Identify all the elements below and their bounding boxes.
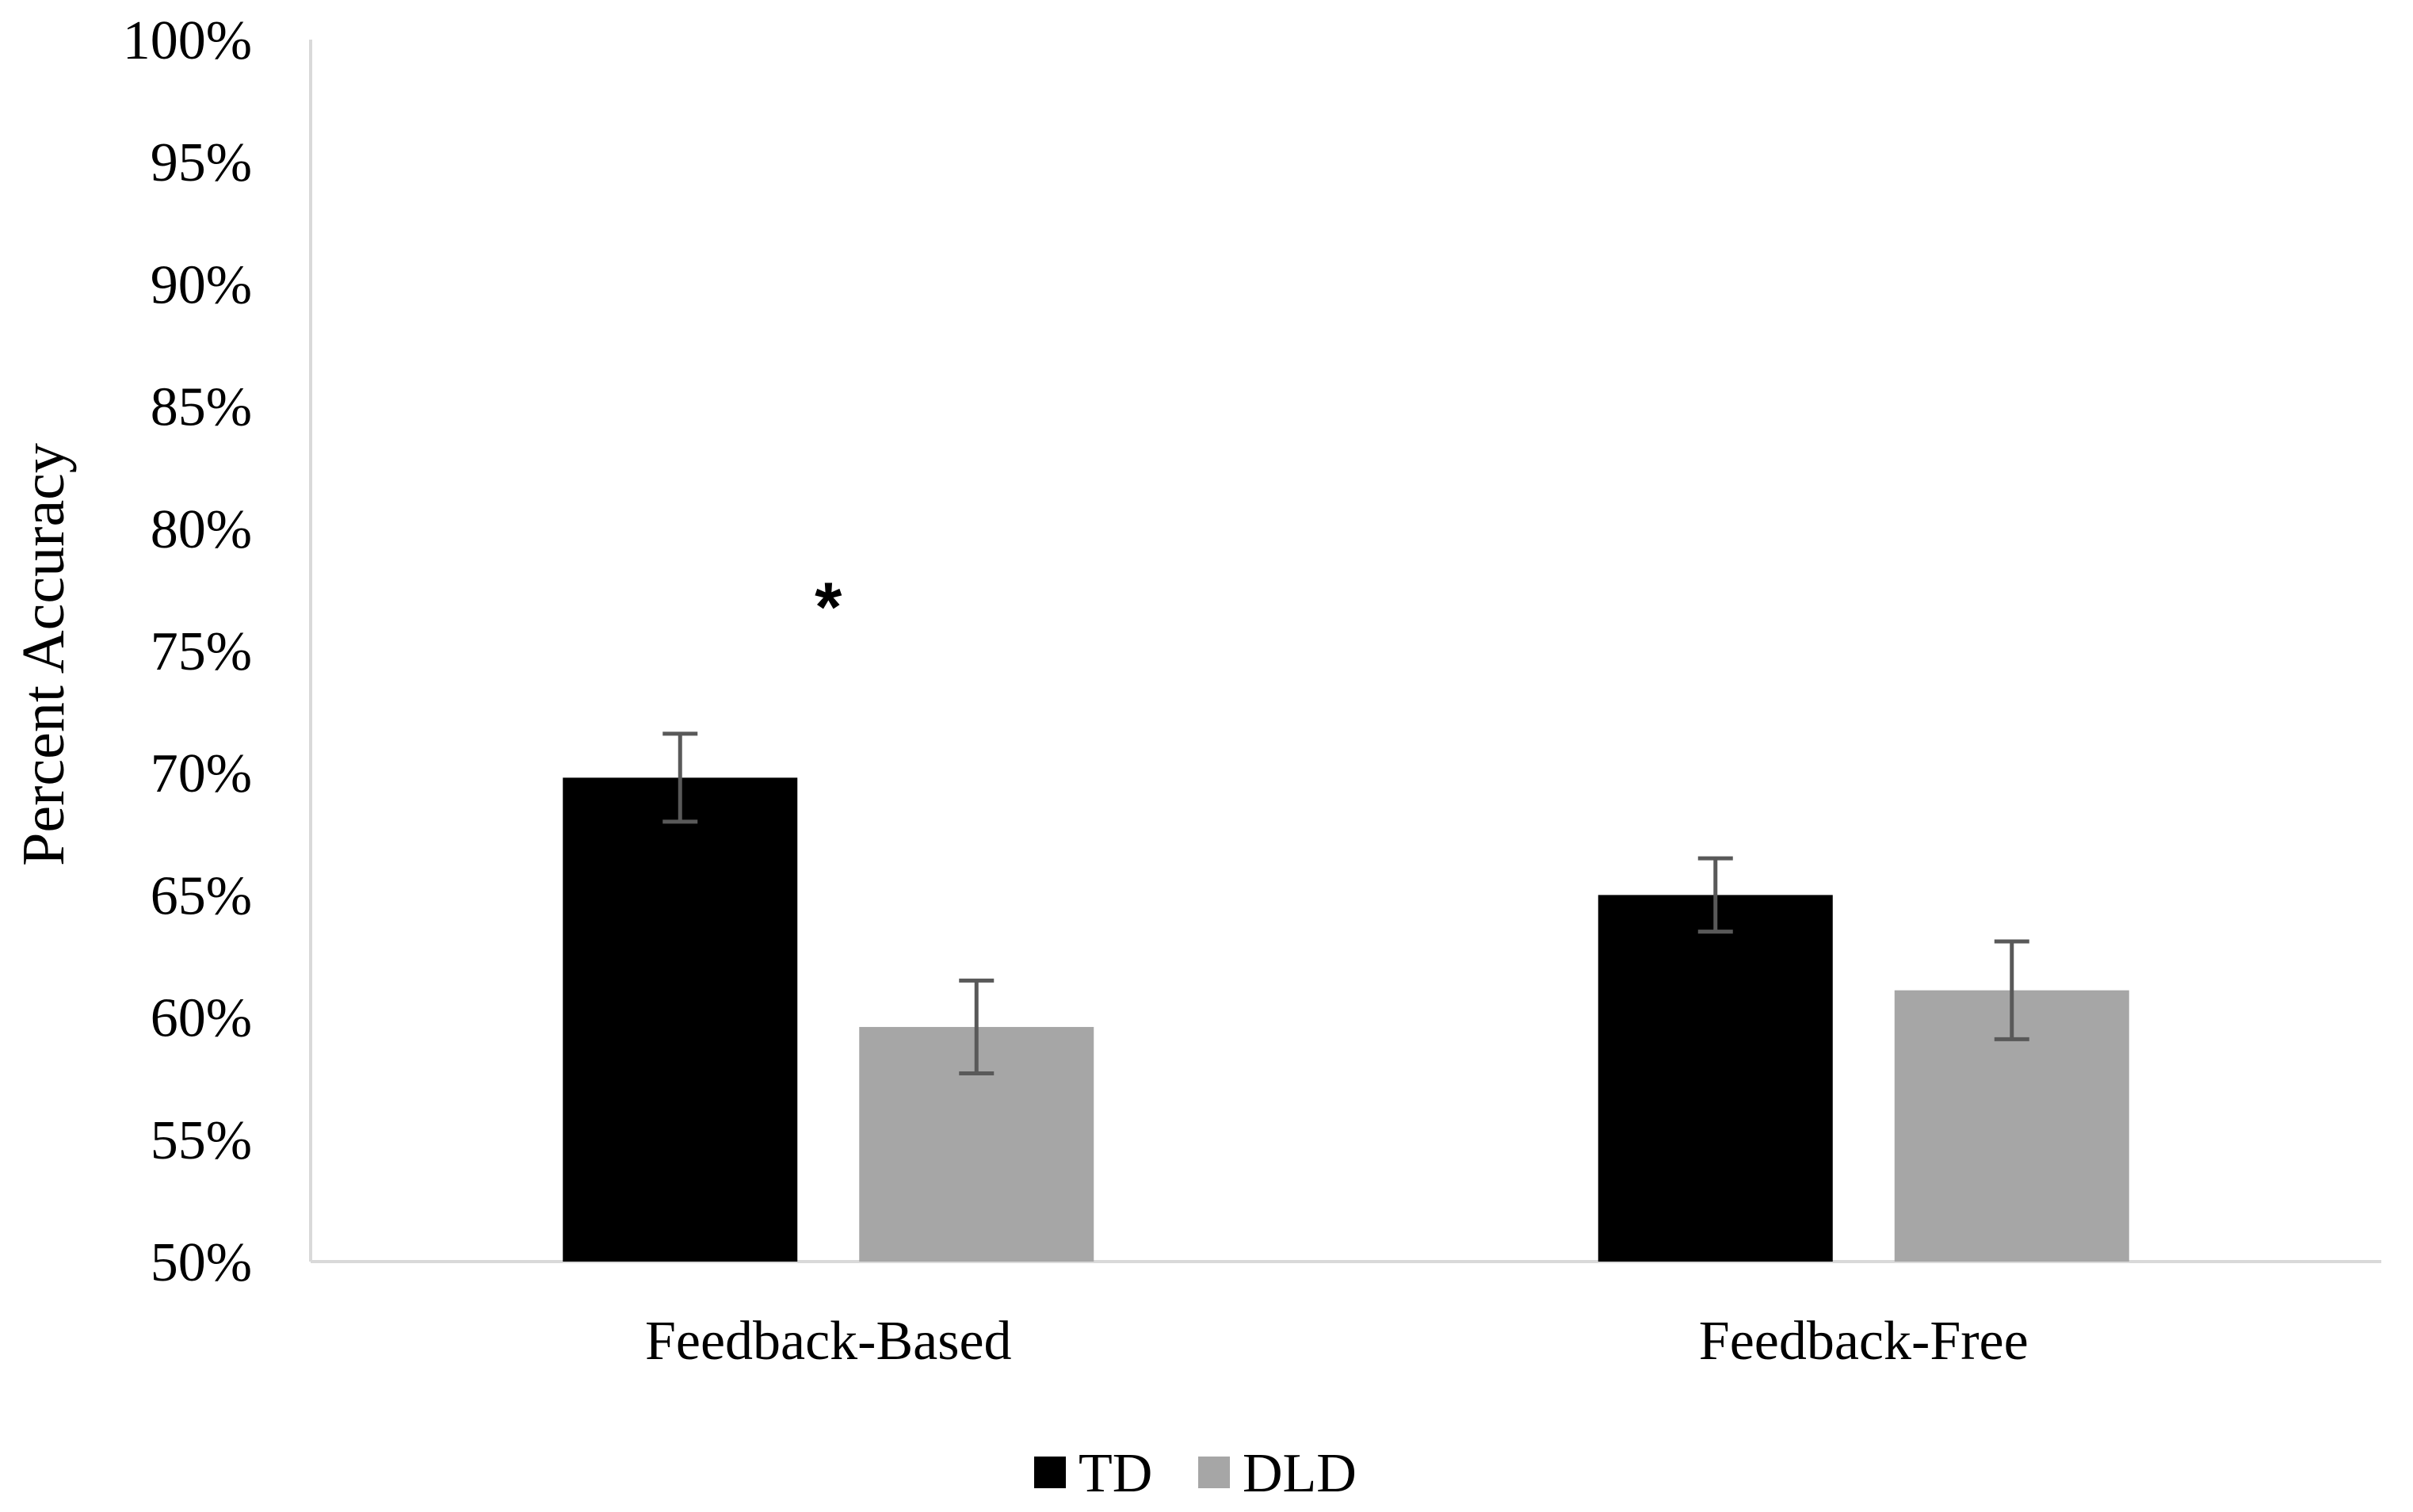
y-tick-label: 60% xyxy=(151,988,252,1049)
bar-group xyxy=(563,777,2129,1262)
annotations: * xyxy=(815,567,842,646)
legend: TD DLD xyxy=(1034,1443,1357,1504)
x-category-label: Feedback-Based xyxy=(645,1311,1012,1372)
y-axis-ticks: 50% 55% 60% 65% 70% 75% 80% 85% 90% 95% 100% xyxy=(123,10,252,1293)
significance-marker: * xyxy=(815,567,842,646)
bar-td-1 xyxy=(1598,895,1833,1262)
legend-label-dld: DLD xyxy=(1243,1443,1357,1504)
y-tick-label: 50% xyxy=(151,1232,252,1293)
category-labels: Feedback-Based Feedback-Free xyxy=(645,1311,2029,1372)
y-tick-label: 100% xyxy=(123,10,252,71)
x-category-label: Feedback-Free xyxy=(1699,1311,2029,1372)
y-axis-title: Percent Accuracy xyxy=(10,443,77,866)
y-tick-label: 80% xyxy=(151,499,252,560)
y-tick-label: 55% xyxy=(151,1110,252,1171)
legend-swatch-dld xyxy=(1198,1457,1230,1488)
bar-td-0 xyxy=(563,777,798,1262)
y-tick-label: 95% xyxy=(151,132,252,193)
legend-label-td: TD xyxy=(1079,1443,1152,1504)
y-tick-label: 70% xyxy=(151,743,252,804)
y-tick-label: 85% xyxy=(151,377,252,438)
y-tick-label: 90% xyxy=(151,254,252,315)
error-bar-group xyxy=(662,731,2029,1076)
y-tick-label: 75% xyxy=(151,621,252,682)
legend-swatch-td xyxy=(1034,1457,1066,1488)
y-tick-label: 65% xyxy=(151,865,252,926)
